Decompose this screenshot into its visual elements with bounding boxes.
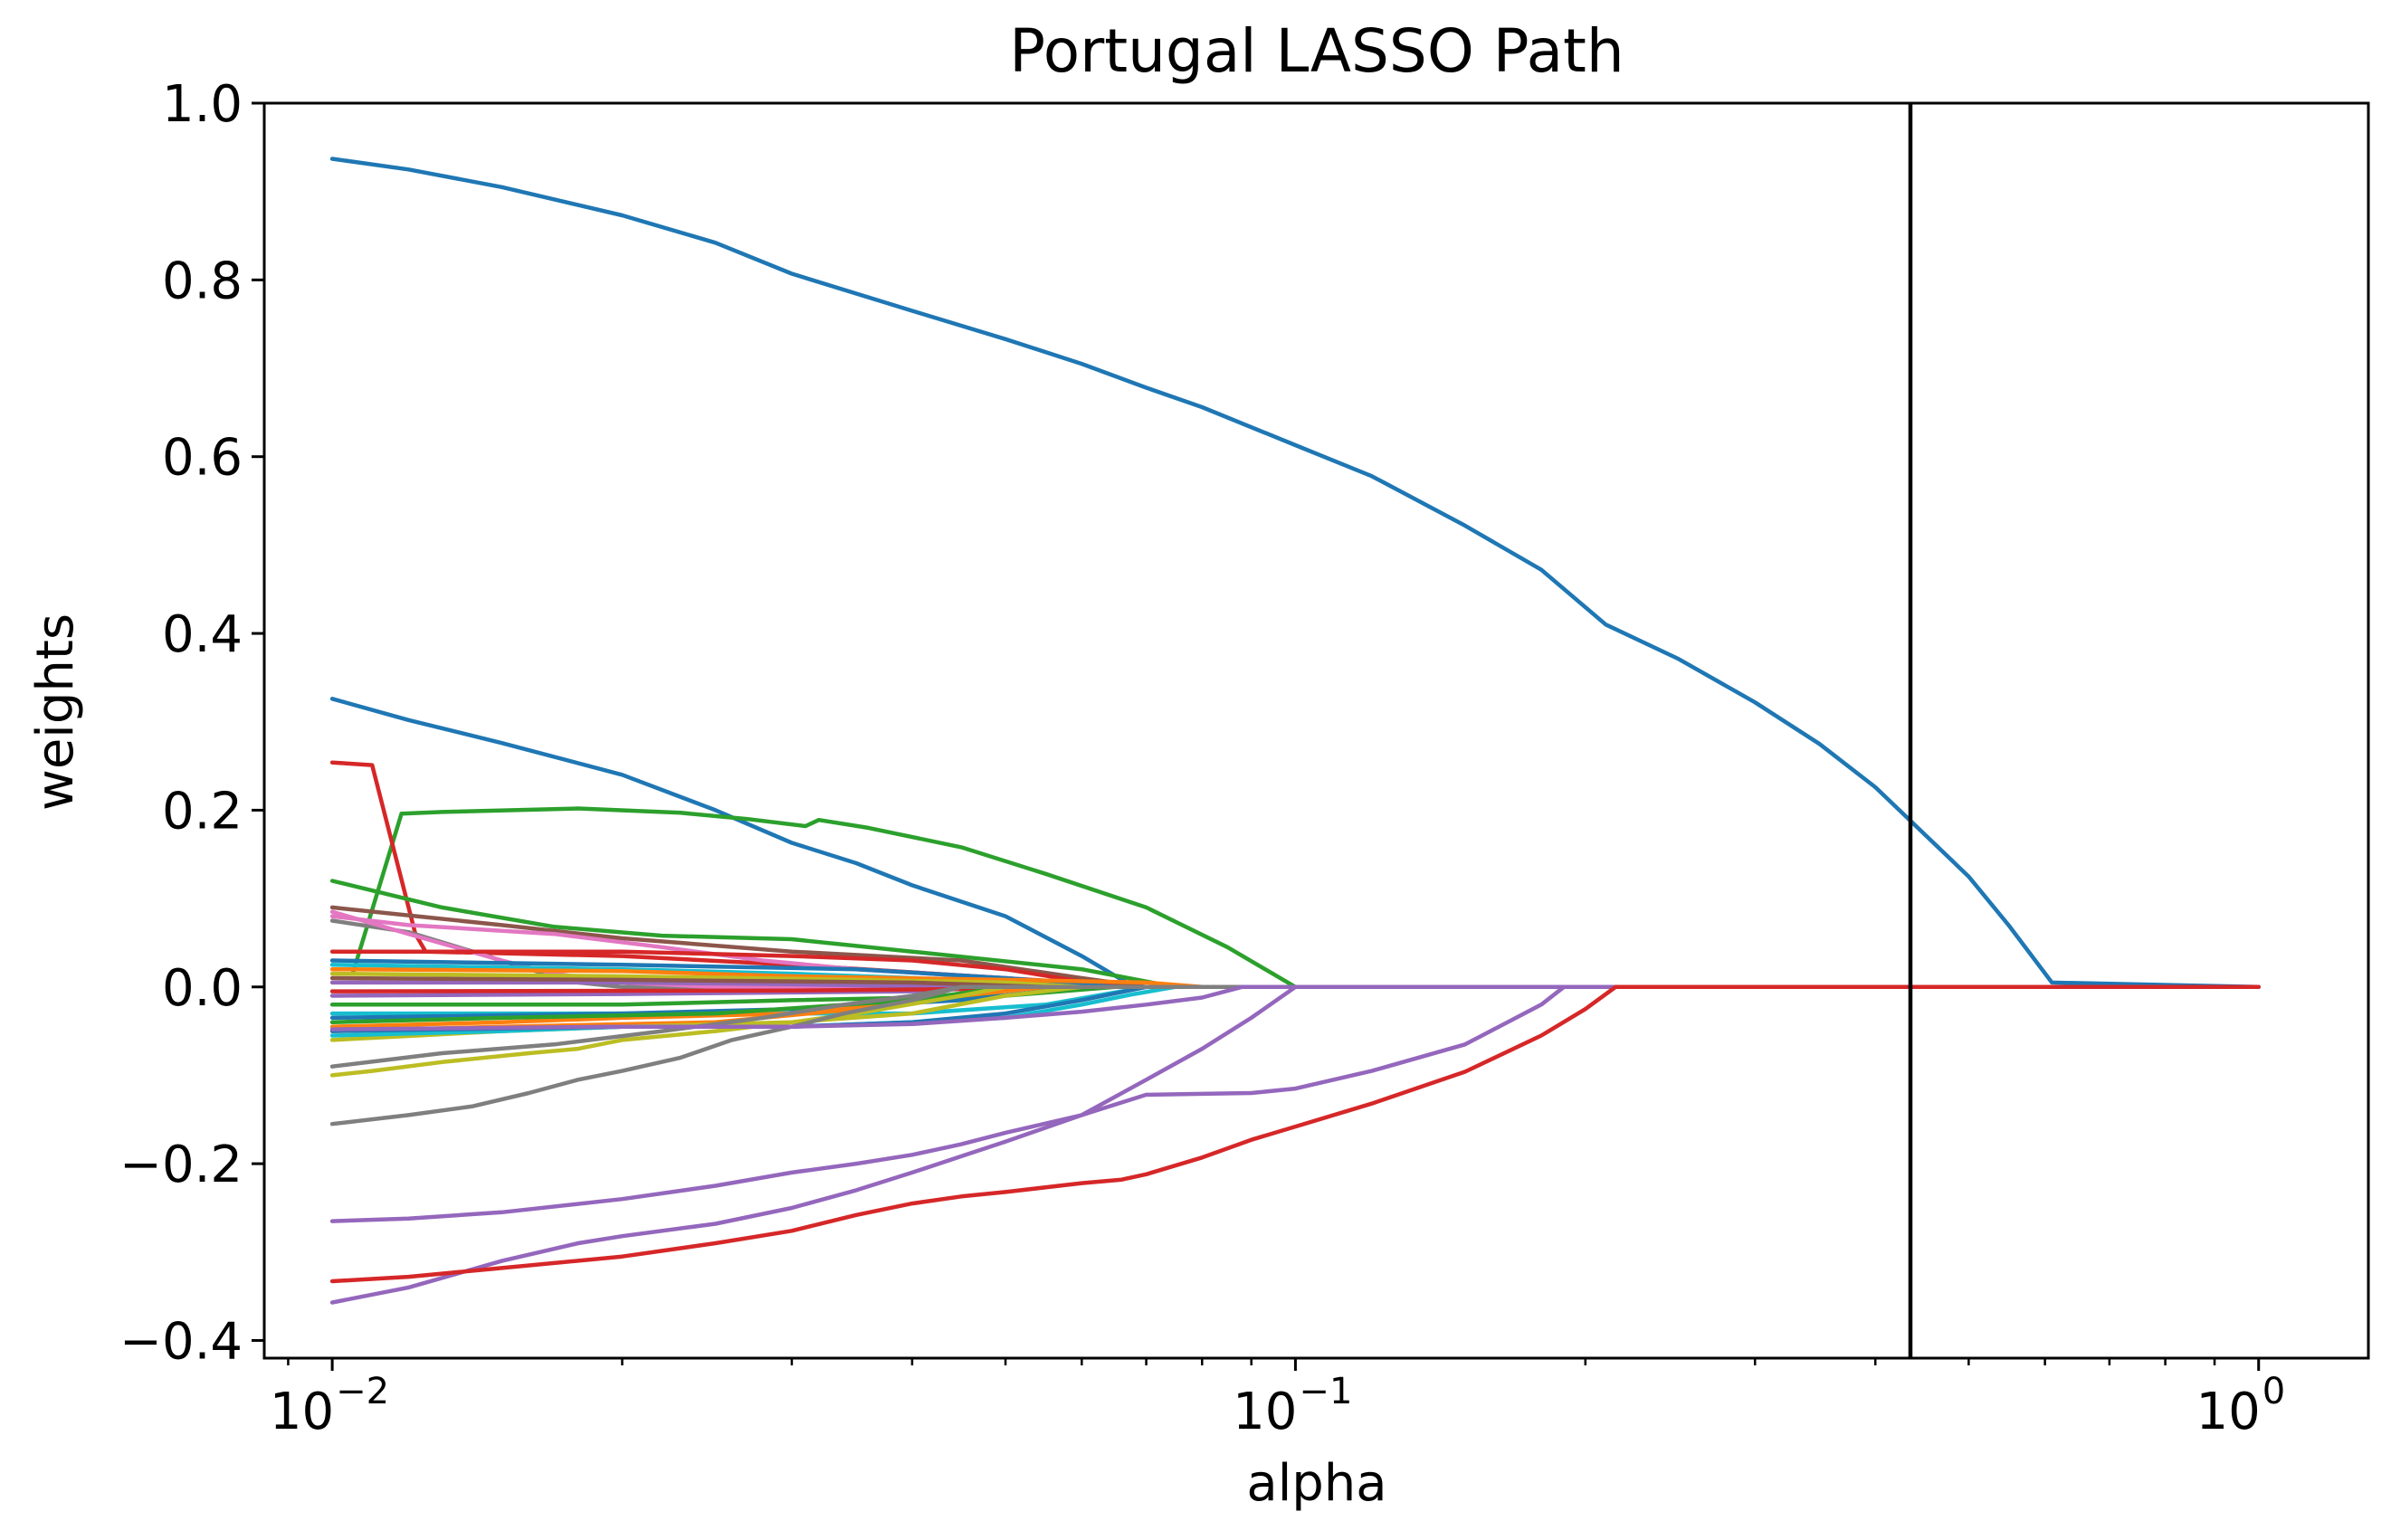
series-line-33 bbox=[329, 984, 2261, 1305]
y-tick-label: 0.0 bbox=[162, 959, 243, 1018]
y-tick-label: 1.0 bbox=[162, 75, 243, 134]
y-tick-label: −0.4 bbox=[119, 1312, 243, 1371]
chart-title: Portugal LASSO Path bbox=[1009, 16, 1624, 86]
series-line-31 bbox=[329, 984, 2261, 1031]
y-tick-label: 0.6 bbox=[162, 429, 243, 488]
x-tick-label-base: 10 bbox=[2196, 1383, 2260, 1441]
x-tick-label: 10 0 bbox=[2196, 1371, 2285, 1441]
series-layer bbox=[329, 157, 2261, 1305]
y-axis-label: weights bbox=[26, 613, 85, 811]
ticks-layer: 1.00.80.60.40.20.0−0.2−0.410 −2 10 −1 10 0 bbox=[119, 75, 2285, 1441]
x-tick-label: 10 −1 bbox=[1233, 1371, 1352, 1441]
series-line-28 bbox=[329, 984, 2261, 1078]
x-tick-label-exponent: 0 bbox=[2262, 1371, 2285, 1412]
y-tick-label: −0.2 bbox=[119, 1136, 243, 1194]
x-tick-label: 10 −2 bbox=[270, 1371, 389, 1441]
x-axis-label: alpha bbox=[1246, 1454, 1386, 1513]
x-tick-label-base: 10 bbox=[270, 1383, 334, 1441]
y-tick-label: 0.4 bbox=[162, 605, 243, 664]
y-tick-label: 0.2 bbox=[162, 782, 243, 841]
series-line-3 bbox=[350, 806, 2261, 990]
x-tick-label-exponent: −1 bbox=[1299, 1371, 1352, 1412]
x-tick-label-exponent: −2 bbox=[336, 1371, 389, 1412]
x-tick-label-base: 10 bbox=[1233, 1383, 1297, 1441]
series-line-2 bbox=[329, 697, 2261, 990]
series-line-34 bbox=[329, 984, 2261, 1284]
series-line-30 bbox=[329, 984, 2261, 1126]
series-line-32 bbox=[329, 984, 2261, 1223]
y-tick-label: 0.8 bbox=[162, 252, 243, 310]
plot-frame bbox=[262, 101, 2370, 1360]
